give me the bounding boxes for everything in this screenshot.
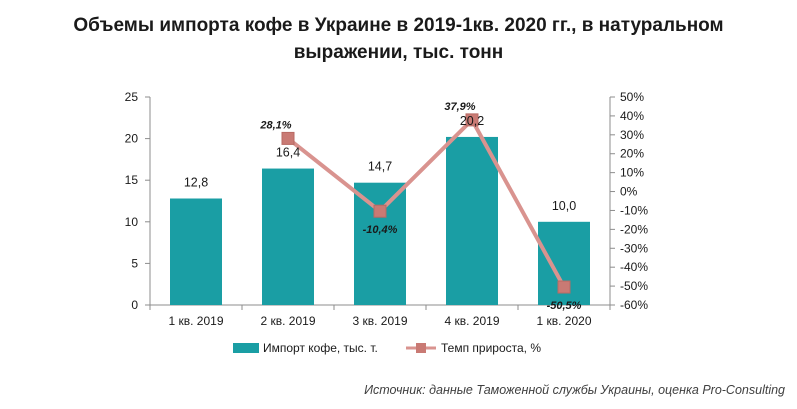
chart-title-line2: выражении, тыс. тонн (293, 42, 504, 63)
legend: Импорт кофе, тыс. т. Темп прироста, % (233, 341, 541, 355)
axes: 0 5 10 15 20 25 -60% -50% -40% -30% -20% -10% 0% 10% 2… (125, 90, 649, 328)
bar-value-label: 20,2 (460, 114, 484, 128)
growth-point (373, 204, 387, 218)
bar-value-label: 10,0 (552, 199, 576, 213)
source-note: Источник: данные Таможенной службы Украи… (364, 383, 785, 397)
x-tick-label: 1 кв. 2020 (537, 314, 592, 328)
y-right-tick-label: 10% (620, 166, 644, 180)
legend-swatch-growth-marker (416, 343, 426, 353)
bar (354, 182, 406, 305)
y-right-tick-label: 0% (620, 185, 638, 199)
y-left-tick-label: 5 (131, 256, 138, 270)
y-left-tick-label: 15 (125, 173, 139, 187)
growth-line (281, 113, 571, 294)
bar (262, 168, 314, 305)
y-right-tick-label: -30% (620, 241, 648, 255)
y-right-tick-label: 30% (620, 128, 644, 142)
chart-title: Объемы импорта кофе в Украине в 2019-1кв… (0, 12, 797, 66)
y-right-tick-label: 40% (620, 109, 644, 123)
y-right-tick-label: 50% (620, 90, 644, 104)
growth-line-path (286, 117, 566, 289)
legend-label-growth: Темп прироста, % (441, 341, 541, 355)
y-right-tick-label: -40% (620, 260, 648, 274)
y-right-tick-label: 20% (620, 147, 644, 161)
x-tick-label: 1 кв. 2019 (169, 314, 224, 328)
legend-label-import: Импорт кофе, тыс. т. (263, 341, 378, 355)
y-right-tick-label: -10% (620, 203, 648, 217)
bar (446, 136, 498, 305)
legend-swatch-import (233, 343, 259, 353)
x-tick-label: 3 кв. 2019 (353, 314, 408, 328)
bars (170, 136, 590, 305)
bar-value-label: 12,8 (184, 176, 208, 190)
y-left-tick-label: 10 (125, 215, 139, 229)
growth-value-label: -10,4% (363, 224, 398, 236)
y-left-tick-label: 20 (125, 132, 139, 146)
chart-title-line1: Объемы импорта кофе в Украине в 2019-1кв… (73, 15, 724, 36)
y-right-tick-label: -20% (620, 222, 648, 236)
bar-value-label: 14,7 (368, 160, 392, 174)
growth-value-label: -50,5% (547, 300, 582, 312)
y-right-tick-label: -60% (620, 298, 648, 312)
x-tick-label: 4 кв. 2019 (445, 314, 500, 328)
bar (170, 198, 222, 305)
growth-point (281, 131, 295, 145)
data-labels: 12,8 16,4 14,7 20,2 10,0 28,1% -10,4% 37,9% -50,… (184, 101, 582, 312)
growth-point (465, 113, 479, 127)
growth-value-label: 28,1% (259, 119, 291, 131)
y-left-tick-label: 25 (125, 90, 139, 104)
x-tick-label: 2 кв. 2019 (261, 314, 316, 328)
bar-value-label: 16,4 (276, 146, 300, 160)
y-right-tick-label: -50% (620, 279, 648, 293)
growth-value-label: 37,9% (444, 101, 475, 113)
growth-point (557, 280, 571, 294)
y-left-tick-label: 0 (131, 298, 138, 312)
